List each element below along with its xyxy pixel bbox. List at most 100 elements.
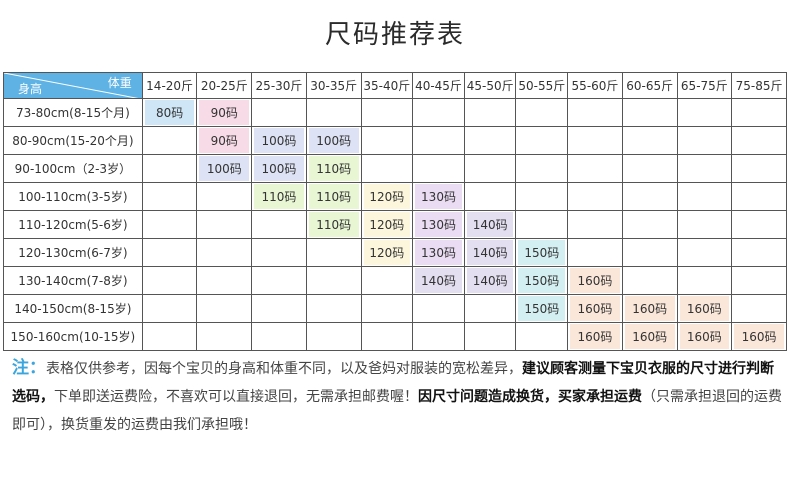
size-cell: 100码 (305, 126, 362, 155)
table-row: 120-130cm(6-7岁) 120码 130码 140码 150码 (3, 238, 787, 267)
size-cell: 140码 (412, 266, 465, 295)
size-cell: 100码 (251, 126, 307, 155)
size-cell (360, 266, 414, 295)
size-cell: 160码 (621, 322, 678, 351)
size-cell (621, 238, 678, 267)
size-cell (621, 266, 678, 295)
height-label-cell: 120-130cm(6-7岁) (3, 238, 143, 267)
size-cell (141, 126, 198, 155)
size-badge: 160码 (624, 324, 675, 349)
height-label-cell: 90-100cm（2-3岁） (3, 154, 143, 183)
size-badge: 110码 (308, 156, 359, 181)
size-badge: 150码 (518, 296, 566, 321)
size-badge: 160码 (734, 324, 784, 349)
size-cell (463, 322, 517, 351)
size-cell (360, 154, 414, 183)
size-badge: 140码 (466, 240, 514, 265)
size-cell (621, 98, 678, 127)
height-axis-label: 身高 (18, 82, 43, 96)
size-cell (567, 154, 623, 183)
size-cell: 90码 (196, 126, 253, 155)
size-cell: 120码 (360, 238, 414, 267)
size-badge: 160码 (679, 324, 730, 349)
size-cell (676, 238, 733, 267)
size-cell (305, 238, 362, 267)
size-badge: 100码 (254, 128, 304, 153)
size-cell (360, 98, 414, 127)
weight-header-cell: 20-25斤 (196, 72, 253, 99)
size-cell (251, 266, 307, 295)
size-cell (412, 126, 465, 155)
height-label-cell: 73-80cm(8-15个月) (3, 98, 143, 127)
size-cell (141, 210, 198, 239)
size-cell: 160码 (676, 294, 733, 323)
size-cell (621, 182, 678, 211)
size-cell (515, 182, 569, 211)
height-label-cell: 140-150cm(8-15岁) (3, 294, 143, 323)
weight-axis-label: 体重 (107, 76, 132, 90)
size-cell (567, 210, 623, 239)
size-cell: 140码 (463, 210, 517, 239)
size-cell (731, 154, 787, 183)
table-row: 73-80cm(8-15个月) 80码 90码 (3, 98, 787, 127)
size-cell (360, 294, 414, 323)
size-cell (141, 154, 198, 183)
size-cell (463, 126, 517, 155)
size-cell (196, 210, 253, 239)
size-cell (360, 322, 414, 351)
weight-header-cell: 14-20斤 (141, 72, 198, 99)
size-badge: 90码 (199, 128, 250, 153)
size-cell (731, 98, 787, 127)
size-badge: 140码 (415, 268, 462, 293)
size-cell (676, 182, 733, 211)
size-cell (360, 126, 414, 155)
weight-header-cell: 30-35斤 (305, 72, 362, 99)
size-cell (251, 322, 307, 351)
size-cell: 150码 (515, 238, 569, 267)
size-cell (567, 126, 623, 155)
size-cell (196, 238, 253, 267)
weight-header-cell: 35-40斤 (360, 72, 414, 99)
size-badge: 160码 (570, 268, 620, 293)
table-row: 140-150cm(8-15岁) 150码 160码 160码 160码 (3, 294, 787, 323)
size-cell (196, 266, 253, 295)
size-badge: 120码 (363, 240, 411, 265)
size-cell (141, 238, 198, 267)
table-row: 90-100cm（2-3岁） 100码 100码 110码 (3, 154, 787, 183)
size-cell (251, 98, 307, 127)
page-title: 尺码推荐表 (324, 20, 465, 50)
height-label-cell: 100-110cm(3-5岁) (3, 182, 143, 211)
size-cell (515, 98, 569, 127)
size-badge: 130码 (415, 240, 462, 265)
height-label-cell: 150-160cm(10-15岁) (3, 322, 143, 351)
size-cell (463, 98, 517, 127)
size-cell (731, 266, 787, 295)
note-text-2: 下单即送运费险，不喜欢可以直接退回，无需承担邮费喔！ (54, 389, 418, 405)
size-cell (621, 210, 678, 239)
size-cell (731, 238, 787, 267)
size-cell (251, 238, 307, 267)
size-cell (412, 98, 465, 127)
corner-header-cell: 体重 身高 (3, 72, 143, 99)
size-badge: 130码 (415, 212, 462, 237)
size-cell: 130码 (412, 238, 465, 267)
size-cell: 120码 (360, 182, 414, 211)
size-cell (567, 182, 623, 211)
size-badge: 150码 (518, 240, 566, 265)
size-cell: 150码 (515, 294, 569, 323)
size-cell (463, 294, 517, 323)
note-bold-2: 因尺寸问题造成换货，买家承担运费 (418, 389, 642, 405)
note-lead: 注： (12, 358, 46, 378)
size-cell: 160码 (676, 322, 733, 351)
size-cell (412, 294, 465, 323)
size-cell (515, 322, 569, 351)
size-cell: 130码 (412, 210, 465, 239)
size-cell (412, 322, 465, 351)
size-cell: 160码 (621, 294, 678, 323)
size-cell (676, 126, 733, 155)
size-cell: 120码 (360, 210, 414, 239)
size-cell: 110码 (251, 182, 307, 211)
table-row: 110-120cm(5-6岁) 110码 120码 130码 140码 (3, 210, 787, 239)
size-cell (412, 154, 465, 183)
size-cell: 140码 (463, 266, 517, 295)
